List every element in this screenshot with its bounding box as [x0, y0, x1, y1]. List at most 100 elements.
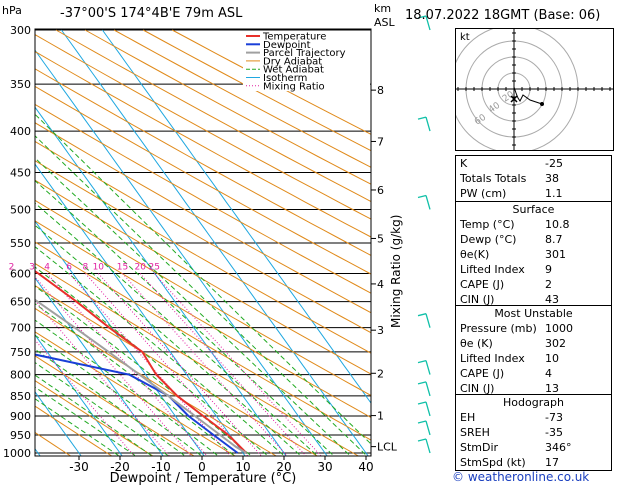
isotherm-line: [35, 277, 164, 456]
isotherm-line: [35, 163, 246, 456]
pressure-tick-700: 700: [10, 322, 31, 335]
surface-li-row: Lifted Index 9: [460, 263, 552, 276]
mixing-ratio-line: [35, 276, 192, 456]
wet-adiabat-line: [35, 266, 269, 456]
wind-barb-staff: [425, 116, 431, 132]
wet-adiabat-line: [35, 135, 368, 456]
copyright-link[interactable]: © weatheronline.co.uk: [452, 470, 590, 484]
sounding-lines: [35, 269, 248, 454]
background-lines: [0, 29, 371, 460]
wet-adiabat-line: [35, 348, 187, 456]
hodo-kt-label: kt: [460, 32, 470, 43]
wind-barb-flag: [417, 420, 427, 424]
dry-adiabat-line: [35, 262, 360, 456]
mixing-ratio-line: [46, 273, 208, 456]
wet-adiabat-line: [35, 113, 371, 445]
dry-adiabat-line: [35, 34, 371, 220]
wet-adiabat-line: [35, 319, 220, 456]
legend-background: [243, 31, 370, 91]
pressure-tick-750: 750: [10, 346, 31, 359]
km-tick-label: 4: [377, 278, 384, 291]
series-parcel-trajectory: [35, 298, 247, 454]
km-tick-label: 8: [377, 84, 384, 97]
mu-cin-row: CIN (J) 13: [460, 382, 559, 395]
series-temperature: [35, 269, 248, 454]
dry-adiabat-line: [35, 50, 371, 238]
wind-barb-staff: [425, 381, 431, 397]
hodo-end-marker: [540, 102, 544, 106]
pressure-tick-350: 350: [10, 78, 31, 91]
mixing-ratio-label: 8: [83, 263, 89, 273]
mixing-ratio-line: [35, 339, 136, 456]
km-tick-label: LCL: [377, 441, 398, 454]
datetime-title: 18.07.2022 18GMT (Base: 06): [405, 8, 601, 23]
x-tick-label: 40: [358, 460, 373, 474]
isotherm-line: [35, 220, 205, 456]
dry-adiabat-line: [35, 331, 237, 456]
km-label: km: [374, 2, 392, 15]
legend-item: Temperature: [262, 32, 326, 43]
wet-adiabat-line: [35, 246, 286, 456]
wind-barb-staff: [425, 15, 431, 31]
km-tick-label: 7: [377, 135, 384, 148]
asl-label: ASL: [374, 16, 395, 29]
wet-adiabat-line: [35, 334, 203, 456]
most-unstable-box: Most Unstable Pressure (mb) 1000 θe (K) 30…: [455, 305, 612, 397]
hodograph-indices-title: Hodograph: [503, 396, 564, 409]
mixing-ratio-label: 25: [149, 263, 160, 273]
axes: 3003504004505005506006507007508008509009…: [3, 24, 398, 474]
hodo-stmspd-row: StmSpd (kt) 17: [460, 456, 559, 469]
pressure-tick-550: 550: [10, 237, 31, 250]
dry-adiabat-line: [35, 85, 371, 275]
wind-barb-flag: [417, 194, 427, 199]
km-tick-label: 3: [377, 324, 384, 337]
pressure-tick-450: 450: [10, 166, 31, 179]
km-tick-label: 1: [377, 410, 384, 423]
dry-adiabat-line: [35, 68, 371, 256]
km-tick-label: 2: [377, 367, 384, 380]
mixing-ratio-line: [35, 300, 171, 456]
wet-adiabat-line: [35, 361, 170, 456]
dry-adiabat-line: [35, 179, 371, 375]
mixing-ratio-label: 10: [93, 263, 105, 273]
mu-thetae-row: θe (K) 302: [460, 337, 566, 350]
mixing-ratio-label: 15: [117, 263, 128, 273]
mu-li-row: Lifted Index 10: [460, 352, 559, 365]
isotherm-line: [0, 30, 2, 460]
dry-adiabat-line: [35, 220, 371, 419]
mu-pressure-row: Pressure (mb) 1000: [460, 322, 573, 335]
mixing-ratio-label: 6: [66, 263, 72, 273]
x-tick-label: 0: [198, 460, 206, 474]
index-row-k: K -25: [460, 157, 563, 170]
dry-adiabat-line: [35, 103, 371, 294]
mixing-ratio-line: [68, 273, 232, 456]
dry-adiabat-line: [35, 307, 278, 456]
wind-barb-flag: [417, 116, 427, 120]
dry-adiabat-line: [35, 380, 154, 456]
pressure-tick-400: 400: [10, 125, 31, 138]
legend-item: Isotherm: [263, 73, 307, 84]
location-title: -37°00'S 174°4B'E 79m ASL: [60, 6, 243, 21]
pressure-tick-800: 800: [10, 369, 31, 382]
hodograph-indices-box: Hodograph EH -73 SREH -35 StmDir 346° StmSp…: [455, 394, 612, 471]
mixing-ratio-line: [122, 273, 288, 456]
hodo-ring-label-40: 40: [487, 101, 502, 116]
wind-barb-flag: [417, 401, 427, 405]
surface-thetae-row: θe(K) 301: [460, 248, 566, 261]
pressure-tick-1000: 1000: [3, 447, 31, 460]
x-tick-label: -20: [110, 460, 130, 474]
index-row-pw: PW (cm) 1.1: [460, 187, 563, 200]
legend-item: Mixing Ratio: [263, 81, 325, 92]
dry-adiabat-line: [84, 29, 371, 185]
surface-cin-row: CIN (J) 43: [460, 293, 559, 306]
legend-item: Wet Adiabat: [263, 65, 324, 76]
dry-adiabat-line: [35, 285, 319, 456]
pressure-tick-650: 650: [10, 296, 31, 309]
wind-barb-flag: [417, 15, 427, 19]
hodo-ring-label-60: 60: [473, 113, 488, 128]
dry-adiabat-line: [35, 160, 371, 354]
x-tick-label: 20: [276, 460, 291, 474]
mixing-ratio-label: 3: [29, 263, 35, 273]
wind-barbs: [417, 15, 431, 454]
